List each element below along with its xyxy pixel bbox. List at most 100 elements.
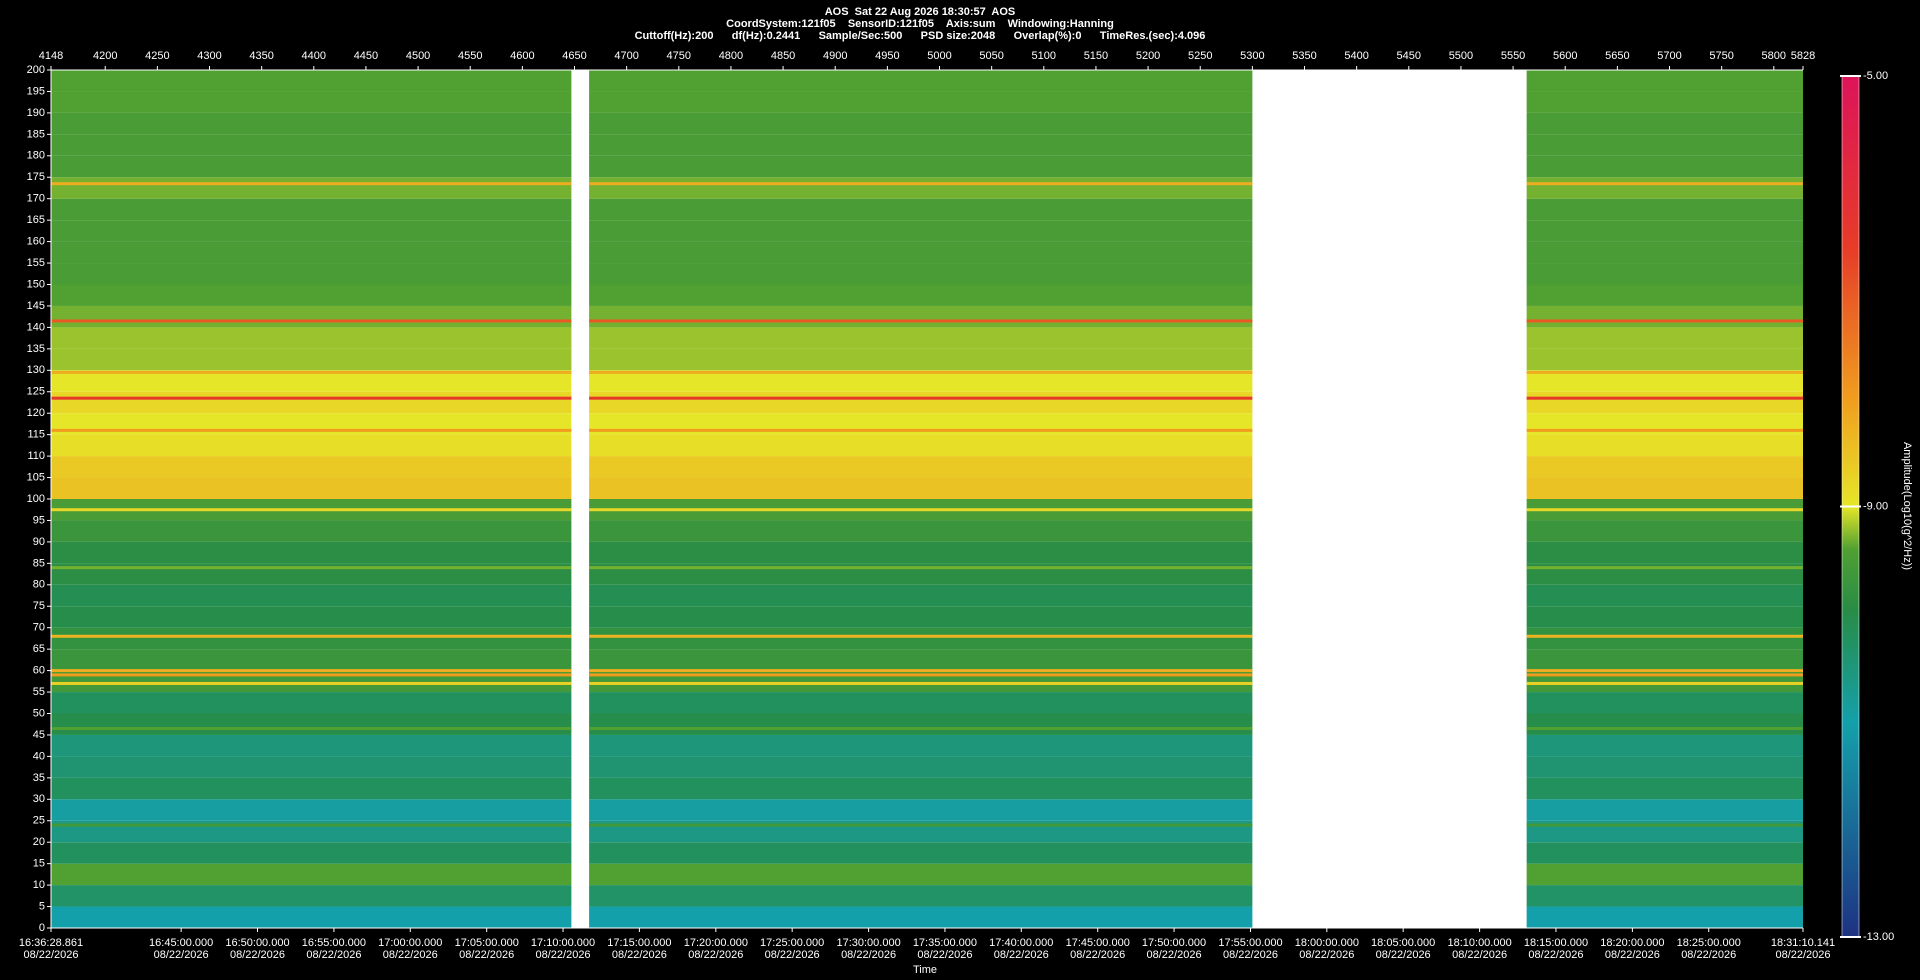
heat-cell: [1526, 863, 1803, 886]
heat-cell: [51, 606, 572, 628]
x-tick-label: 5500: [1449, 50, 1473, 62]
heat-cell: [1526, 220, 1803, 242]
heat-cell: [589, 284, 1253, 306]
x-axis-label: Time: [913, 964, 937, 976]
heat-cell: [51, 756, 572, 778]
time-tick-date: 08/22/2026: [1452, 949, 1507, 961]
y-tick-label: 80: [33, 579, 45, 591]
heat-cell: [589, 606, 1253, 628]
heat-cell: [589, 520, 1253, 542]
time-tick-date: 08/22/2026: [1605, 949, 1660, 961]
time-tick-label: 16:45:00.000: [149, 937, 213, 949]
spectral-line: [1526, 428, 1803, 432]
heat-cell: [1526, 584, 1803, 607]
heat-cell: [1526, 520, 1803, 542]
heat-cell: [1526, 327, 1803, 349]
heat-cell: [51, 906, 572, 928]
x-tick-label: 4500: [406, 50, 430, 62]
time-tick-label: 17:55:00.000: [1218, 937, 1282, 949]
heat-cell: [51, 799, 572, 821]
spectral-line: [589, 508, 1253, 512]
y-tick-label: 145: [27, 300, 45, 312]
heat-cell: [1526, 906, 1803, 928]
heat-cell: [51, 863, 572, 886]
heat-cell: [51, 713, 572, 735]
spectral-line: [51, 727, 572, 731]
heat-cell: [51, 134, 572, 156]
time-tick-label: 17:40:00.000: [989, 937, 1053, 949]
x-tick-label: 4400: [302, 50, 326, 62]
x-tick-label: 5300: [1240, 50, 1264, 62]
time-tick-date: 08/22/2026: [994, 949, 1049, 961]
heat-cell: [589, 391, 1253, 414]
heat-cell: [589, 456, 1253, 478]
heat-cell: [51, 370, 572, 392]
y-tick-label: 0: [39, 922, 45, 934]
y-tick-label: 190: [27, 107, 45, 119]
y-tick-label: 55: [33, 686, 45, 698]
heat-cell: [589, 477, 1253, 499]
heat-cell: [51, 541, 572, 564]
x-tick-label: 4550: [458, 50, 482, 62]
time-tick-label: 17:30:00.000: [836, 937, 900, 949]
heat-cell: [589, 584, 1253, 607]
heat-cell: [1526, 842, 1803, 864]
time-tick-date: 08/22/2026: [306, 949, 361, 961]
time-tick-label: 17:00:00.000: [378, 937, 442, 949]
colorbar-tick-label: -9.00: [1863, 500, 1888, 512]
heat-cell: [51, 70, 572, 92]
x-tick-label: 5000: [927, 50, 951, 62]
heat-cell: [51, 649, 572, 671]
heat-cell: [589, 756, 1253, 778]
heat-cell: [51, 520, 572, 542]
y-tick-label: 160: [27, 236, 45, 248]
y-tick-label: 165: [27, 214, 45, 226]
time-tick-date: 08/22/2026: [1376, 949, 1431, 961]
x-tick-label: 5828: [1791, 50, 1815, 62]
time-tick-label: 18:20:00.000: [1600, 937, 1664, 949]
spectral-line: [589, 823, 1253, 827]
spectral-line: [51, 508, 572, 512]
y-tick-label: 180: [27, 150, 45, 162]
heat-cell: [589, 541, 1253, 564]
heat-cell: [1526, 305, 1803, 328]
heat-cell: [1526, 284, 1803, 306]
time-tick-label: 17:10:00.000: [531, 937, 595, 949]
heat-cell: [51, 305, 572, 328]
chart-title: AOS Sat 22 Aug 2026 18:30:57 AOS: [825, 6, 1016, 18]
heat-cell: [589, 327, 1253, 349]
heat-cell: [51, 734, 572, 757]
heat-cell: [589, 155, 1253, 178]
y-tick-label: 10: [33, 879, 45, 891]
y-tick-label: 125: [27, 386, 45, 398]
heat-cell: [51, 263, 572, 285]
colorbar-tick-label: -13.00: [1863, 931, 1894, 943]
spectral-line: [589, 370, 1253, 374]
y-tick-label: 170: [27, 193, 45, 205]
time-tick-date: 08/22/2026: [765, 949, 820, 961]
x-tick-label: 4950: [875, 50, 899, 62]
spectral-line: [51, 673, 572, 677]
heat-cell: [589, 713, 1253, 735]
y-tick-label: 155: [27, 257, 45, 269]
heat-cell: [589, 198, 1253, 221]
time-tick-label: 17:25:00.000: [760, 937, 824, 949]
time-tick-date: 08/22/2026: [1223, 949, 1278, 961]
time-tick-label: 18:00:00.000: [1295, 937, 1359, 949]
heat-cell: [589, 863, 1253, 886]
y-tick-label: 200: [27, 64, 45, 76]
spectral-line: [1526, 681, 1803, 685]
x-tick-label: 4600: [510, 50, 534, 62]
x-tick-label: 5600: [1553, 50, 1577, 62]
time-tick-label: 16:50:00.000: [225, 937, 289, 949]
spectral-line: [1526, 634, 1803, 638]
x-tick-label: 4850: [771, 50, 795, 62]
heat-cell: [51, 842, 572, 864]
x-tick-label: 4900: [823, 50, 847, 62]
heat-cell: [589, 263, 1253, 285]
y-tick-label: 75: [33, 600, 45, 612]
heat-cell: [1526, 91, 1803, 113]
time-tick-date: 08/22/2026: [688, 949, 743, 961]
x-tick-label: 4700: [614, 50, 638, 62]
x-tick-label: 5650: [1605, 50, 1629, 62]
